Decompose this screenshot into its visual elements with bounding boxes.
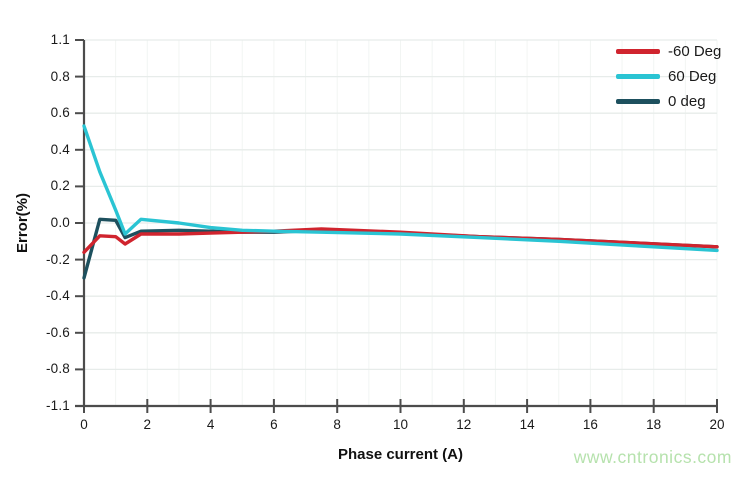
y-tick-label: 0.4 (50, 141, 70, 157)
y-tick-label: 0.8 (50, 68, 70, 84)
y-tick-label: -1.1 (45, 398, 70, 413)
legend-label: -60 Deg (668, 43, 722, 60)
x-tick-label: 14 (519, 417, 535, 432)
x-tick-label: 8 (333, 417, 341, 432)
x-tick-label: 12 (456, 417, 472, 432)
legend-item-minus-60-deg: -60 Deg (616, 43, 721, 60)
legend-label: 60 Deg (668, 68, 717, 85)
x-tick-label: 2 (143, 417, 152, 432)
x-tick-label: 0 (80, 417, 88, 432)
legend-swatch-0-deg (616, 99, 660, 104)
x-tick-label: 20 (709, 417, 725, 432)
legend-swatch-minus-60-deg (616, 49, 660, 54)
x-tick-label: 10 (392, 417, 409, 432)
y-tick-label: -0.6 (45, 324, 70, 340)
y-tick-label: 0.6 (50, 105, 70, 121)
legend-item-60-deg: 60 Deg (616, 68, 721, 85)
y-tick-label: -0.8 (45, 361, 70, 377)
series-line-60-deg (82, 124, 719, 253)
chart-legend: -60 Deg 60 Deg 0 deg (616, 43, 721, 110)
legend-item-0-deg: 0 deg (616, 93, 721, 110)
y-tick-label: -0.4 (45, 288, 70, 304)
y-tick-label: -0.2 (45, 251, 70, 267)
legend-label: 0 deg (668, 93, 706, 110)
watermark-text: www.cntronics.com (573, 447, 732, 467)
legend-swatch-60-deg (616, 74, 660, 79)
x-tick-label: 6 (270, 417, 278, 432)
x-tick-label: 4 (206, 417, 215, 432)
y-tick-label: 1.1 (50, 32, 70, 47)
x-axis-title: Phase current (A) (337, 446, 464, 463)
x-tick-label: 16 (582, 417, 598, 432)
y-tick-label: 0.2 (50, 178, 70, 194)
x-tick-label: 18 (646, 417, 662, 432)
y-tick-label: 0.0 (50, 215, 70, 230)
